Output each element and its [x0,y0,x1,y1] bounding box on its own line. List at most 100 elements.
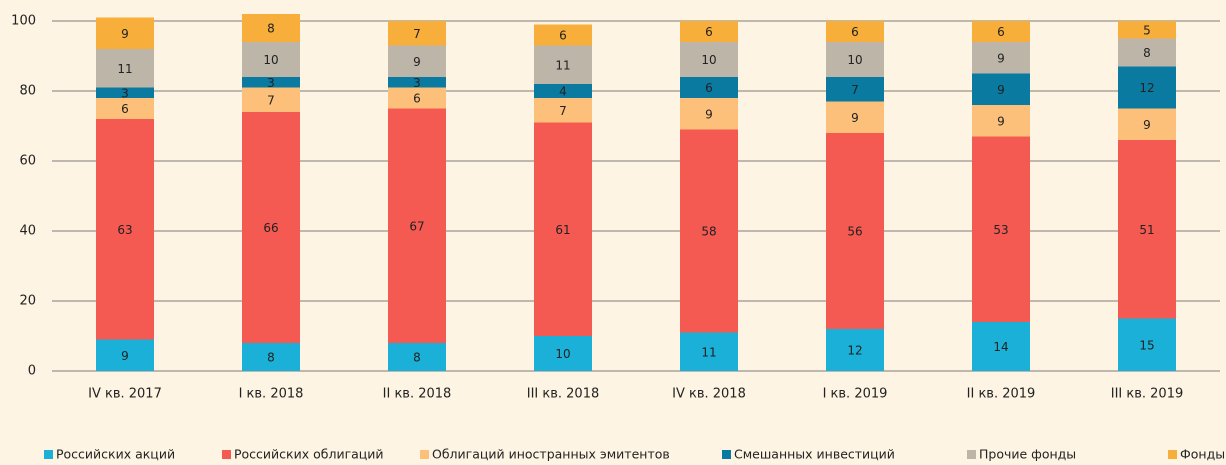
bar-segment [826,42,884,77]
bar-segment [96,87,154,98]
x-tick-label: II кв. 2018 [383,387,452,402]
bar-segment [972,136,1030,322]
value-label: 11 [117,62,132,76]
bar-segment [242,42,300,77]
legend-label: Прочие фонды [979,447,1076,462]
value-label: 10 [555,347,570,361]
bar-segment [972,42,1030,74]
bar-segment [972,105,1030,137]
bar-segment [388,21,446,46]
legend-swatch [1168,450,1177,459]
bar-segment [242,343,300,371]
bar-segment [96,49,154,88]
x-tick-label: I кв. 2018 [239,387,304,402]
y-tick-label: 20 [19,294,36,309]
value-label: 12 [1139,81,1154,95]
value-label: 4 [559,85,567,99]
bar-segment [242,112,300,343]
bar-segment [96,98,154,119]
legend-label: Российских облигаций [234,447,384,462]
value-label: 8 [1143,46,1151,60]
value-label: 9 [121,349,129,363]
bar-segment [826,329,884,371]
value-label: 6 [121,102,129,116]
value-label: 66 [263,221,278,235]
legend-label: Облигаций иностранных эмитентов [432,447,670,462]
value-label: 11 [555,58,570,72]
bar-segment [1118,140,1176,319]
y-tick-label: 0 [28,364,36,379]
bar-segment [96,339,154,371]
bar-segment [388,45,446,77]
value-label: 10 [263,53,278,67]
value-label: 11 [701,345,716,359]
value-label: 7 [413,27,421,41]
value-label: 8 [267,22,275,36]
value-label: 6 [851,25,859,39]
bar-segment [1118,66,1176,109]
y-tick-label: 40 [19,224,36,239]
value-label: 5 [1143,23,1151,37]
bar-segment [826,133,884,329]
bar-segment [388,108,446,343]
x-tick-label: III кв. 2018 [527,387,600,402]
value-label: 9 [121,27,129,41]
bar-segment [680,77,738,98]
bar-segment [388,343,446,371]
value-label: 6 [413,92,421,106]
bar-segment [534,122,592,336]
bar-segment [534,336,592,371]
bar-segment [680,98,738,130]
bar-segment [96,17,154,49]
bar-segment [972,73,1030,105]
value-label: 6 [705,81,713,95]
value-label: 7 [851,83,859,97]
bar-segment [972,21,1030,42]
value-label: 3 [413,76,421,90]
legend-swatch [222,450,231,459]
bar-segment [534,45,592,84]
bar-segment [242,14,300,42]
bar-segment [1118,21,1176,39]
bar-segment [680,21,738,42]
y-tick-label: 60 [19,154,36,169]
x-tick-label: I кв. 2019 [823,387,888,402]
bar-segment [388,77,446,88]
value-label: 63 [117,223,132,237]
value-label: 9 [997,114,1005,128]
bar-segment [534,98,592,123]
y-tick-label: 80 [19,84,36,99]
bar-segment [826,101,884,133]
value-label: 3 [121,86,129,100]
value-label: 6 [705,25,713,39]
value-label: 51 [1139,223,1154,237]
bar-segment [242,77,300,88]
bar-segment [680,332,738,371]
value-label: 9 [997,83,1005,97]
bar-segment [1118,318,1176,371]
bar-segment [680,42,738,77]
y-tick-label: 100 [11,14,36,29]
value-label: 9 [851,111,859,125]
bar-segment [826,21,884,42]
value-label: 6 [997,25,1005,39]
bar-segment [972,322,1030,371]
bar-segment [680,129,738,333]
value-label: 58 [701,225,716,239]
value-label: 3 [267,76,275,90]
value-label: 56 [847,225,862,239]
legend-swatch [420,450,429,459]
value-label: 6 [559,29,567,43]
value-label: 10 [701,53,716,67]
x-tick-label: IV кв. 2018 [672,387,746,402]
legend-swatch [722,450,731,459]
value-label: 14 [993,340,1008,354]
bar-segment [96,119,154,340]
value-label: 7 [559,104,567,118]
legend-label: Российских акций [56,447,175,462]
legend-swatch [967,450,976,459]
bar-segment [388,87,446,109]
value-label: 9 [1143,118,1151,132]
value-label: 9 [997,51,1005,65]
